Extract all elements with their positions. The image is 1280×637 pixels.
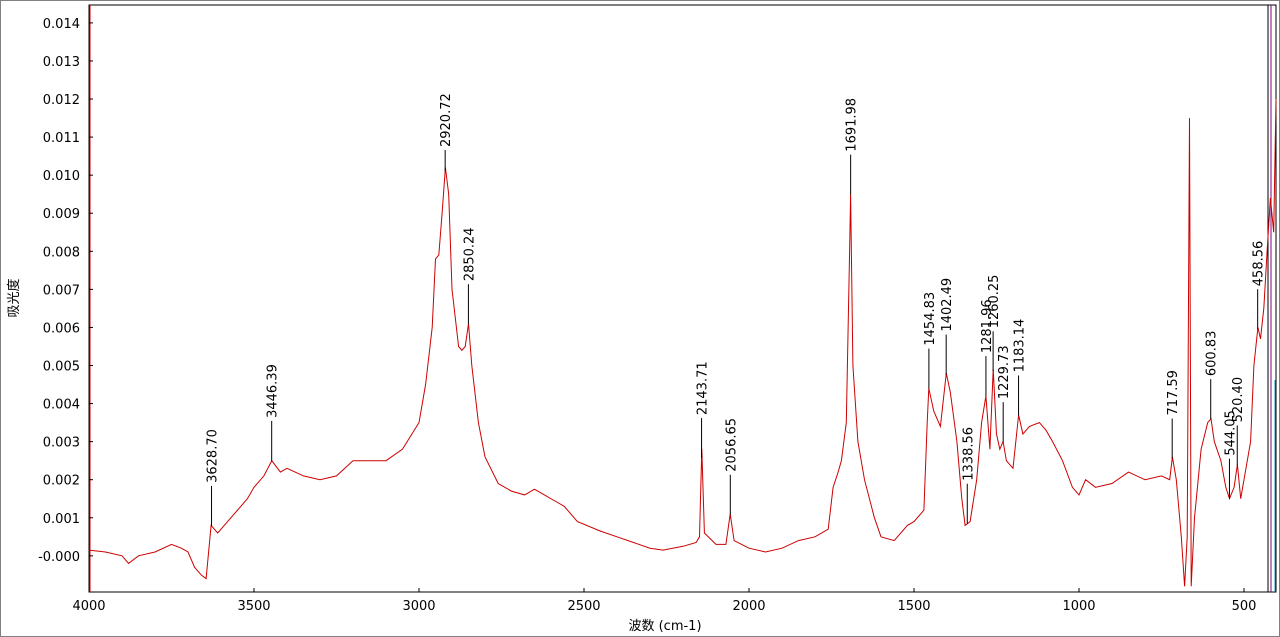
peak-label: 1691.98 (845, 98, 860, 152)
peak-label: 1260.25 (987, 275, 1002, 329)
x-tick-label: 2000 (732, 599, 765, 614)
peak-label: 1281.96 (980, 299, 995, 353)
y-tick-label: 0.005 (43, 359, 80, 374)
y-tick-label: 0.009 (43, 207, 80, 222)
y-tick-label: 0.013 (43, 55, 80, 70)
y-tick-label: 0.011 (43, 131, 80, 146)
peak-label: 1338.56 (961, 427, 976, 481)
x-tick-label: 3500 (237, 599, 270, 614)
peak-label: 1229.73 (997, 345, 1012, 399)
peak-label: 544.05 (1223, 410, 1238, 456)
x-tick-label: 500 (1232, 599, 1257, 614)
peak-label: 520.40 (1231, 377, 1246, 423)
y-tick-label: -0.000 (38, 550, 80, 565)
x-tick-label: 1500 (897, 599, 930, 614)
peak-label: 1454.83 (923, 292, 938, 346)
y-tick-label: 0.014 (43, 17, 80, 32)
peak-label: 600.83 (1205, 331, 1220, 377)
peak-label: 2850.24 (462, 227, 477, 281)
x-tick-label: 4000 (72, 599, 105, 614)
y-tick-label: 0.001 (43, 512, 80, 527)
peak-label: 2056.65 (724, 418, 739, 472)
x-axis-label: 波数 (cm-1) (628, 619, 701, 634)
plot-frame (88, 4, 1277, 593)
y-tick-label: 0.003 (43, 436, 80, 451)
peak-label: 1183.14 (1013, 319, 1028, 373)
x-tick-label: 2500 (567, 599, 600, 614)
peak-label: 3446.39 (266, 364, 281, 418)
y-axis-label: 吸光度 (6, 278, 22, 317)
y-tick-label: 0.007 (43, 283, 80, 298)
peak-label: 2143.71 (696, 361, 711, 415)
peak-label: 458.56 (1252, 241, 1267, 287)
y-tick-label: 0.010 (43, 169, 80, 184)
y-tick-label: 0.002 (43, 474, 80, 489)
peak-label: 717.59 (1166, 370, 1181, 416)
y-tick-label: 0.004 (43, 398, 80, 413)
x-tick-label: 1000 (1062, 599, 1095, 614)
y-tick-label: 0.008 (43, 245, 80, 260)
peak-label: 3628.70 (206, 429, 221, 483)
peak-label: 2920.72 (439, 93, 454, 147)
y-tick-label: 0.006 (43, 321, 80, 336)
peak-label: 1402.49 (940, 278, 955, 332)
y-tick-label: 0.012 (43, 93, 80, 108)
spectrum-line (88, 98, 1277, 587)
x-tick-label: 3000 (402, 599, 435, 614)
